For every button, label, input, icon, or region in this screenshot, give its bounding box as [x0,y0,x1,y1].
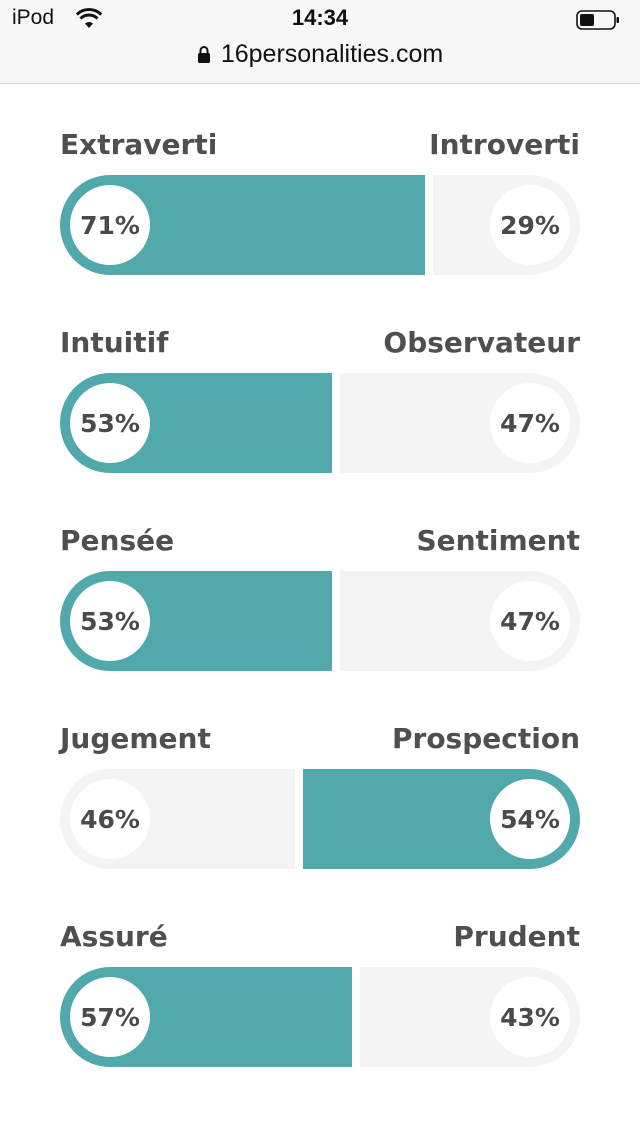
trait-right-percent: 29% [490,185,570,265]
trait-row[interactable]: Extraverti Introverti 71% 29% [60,127,580,287]
trait-right-label: Observateur [383,326,580,359]
trait-left-label: Extraverti [60,128,218,161]
trait-row[interactable]: Intuitif Observateur 53% 47% [60,325,580,485]
trait-right-label: Introverti [429,128,580,161]
trait-left-percent: 46% [70,779,150,859]
lock-icon [197,46,210,63]
url-text: 16personalities.com [220,40,444,68]
trait-right-percent: 43% [490,977,570,1057]
trait-right-label: Prudent [453,920,580,953]
trait-right-label: Sentiment [416,524,580,557]
trait-row[interactable]: Assuré Prudent 57% 43% [60,919,580,1079]
status-bar: iPod 14:34 16personalities.com [0,0,640,84]
battery-icon [576,10,619,30]
trait-left-percent: 71% [70,185,150,265]
wifi-icon [76,8,102,28]
trait-right-percent: 47% [490,383,570,463]
address-bar[interactable]: 16personalities.com [0,40,640,69]
trait-bar: 46% 54% [60,769,580,869]
device-name: iPod [12,6,55,29]
trait-left-percent: 57% [70,977,150,1057]
clock: 14:34 [291,5,349,30]
trait-bar: 71% 29% [60,175,580,275]
trait-row[interactable]: Jugement Prospection 46% 54% [60,721,580,881]
trait-row[interactable]: Pensée Sentiment 53% 47% [60,523,580,683]
trait-left-label: Pensée [60,524,175,557]
trait-right-percent: 47% [490,581,570,661]
trait-left-label: Assuré [60,920,168,953]
trait-left-percent: 53% [70,383,150,463]
trait-bar: 57% 43% [60,967,580,1067]
trait-right-percent: 54% [490,779,570,859]
trait-left-label: Intuitif [60,326,169,359]
trait-bar: 53% 47% [60,373,580,473]
trait-bar: 53% 47% [60,571,580,671]
trait-left-label: Jugement [60,722,211,755]
trait-right-label: Prospection [391,722,580,755]
trait-left-percent: 53% [70,581,150,661]
